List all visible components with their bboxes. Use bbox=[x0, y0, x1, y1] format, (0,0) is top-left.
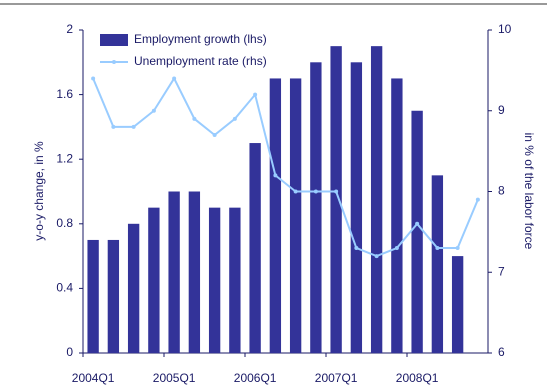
bar bbox=[289, 78, 302, 353]
line-point bbox=[151, 108, 156, 113]
bar bbox=[431, 175, 444, 353]
y2-tick-label: 8 bbox=[498, 184, 505, 198]
line-point bbox=[435, 246, 440, 251]
line-point bbox=[172, 76, 177, 81]
bar bbox=[330, 46, 342, 354]
bar bbox=[411, 110, 423, 353]
line-point bbox=[212, 132, 217, 137]
bar bbox=[208, 207, 221, 353]
line-point bbox=[374, 254, 379, 259]
y2-tick-label: 6 bbox=[498, 345, 505, 359]
legend-swatch bbox=[100, 34, 128, 46]
line-point bbox=[253, 92, 258, 97]
bar bbox=[370, 46, 383, 354]
line-point bbox=[111, 124, 116, 129]
bar bbox=[350, 62, 363, 354]
bar bbox=[229, 207, 241, 353]
line-point bbox=[394, 246, 399, 251]
bar bbox=[391, 78, 403, 353]
bar bbox=[127, 223, 140, 353]
line-point bbox=[415, 221, 420, 226]
line-point bbox=[91, 76, 96, 81]
x-tick-label: 2004Q1 bbox=[72, 371, 115, 385]
line-point bbox=[232, 116, 237, 121]
y-tick-label: 2 bbox=[66, 22, 73, 36]
y-tick-label: 0.4 bbox=[56, 281, 73, 295]
y-tick-label: 0 bbox=[66, 345, 73, 359]
bar bbox=[188, 191, 201, 353]
line-point bbox=[192, 116, 197, 121]
bar bbox=[87, 239, 99, 353]
line-point bbox=[313, 189, 318, 194]
y-axis-label: y-o-y change, in % bbox=[32, 141, 46, 241]
x-tick-label: 2006Q1 bbox=[234, 371, 277, 385]
y-tick-label: 1.2 bbox=[56, 151, 73, 165]
legend-swatch bbox=[112, 60, 116, 64]
bar bbox=[310, 62, 322, 354]
line-point bbox=[334, 189, 339, 194]
line-point bbox=[293, 189, 298, 194]
y2-tick-label: 9 bbox=[498, 103, 505, 117]
x-tick-label: 2008Q1 bbox=[396, 371, 439, 385]
y2-tick-label: 10 bbox=[498, 22, 512, 36]
bar bbox=[451, 256, 464, 353]
bar bbox=[148, 207, 160, 353]
x-tick-label: 2005Q1 bbox=[153, 371, 196, 385]
y-tick-label: 1.6 bbox=[56, 87, 73, 101]
legend-label: Employment growth (lhs) bbox=[134, 32, 267, 46]
bar bbox=[107, 239, 120, 353]
y2-axis-label: in % of the labor force bbox=[522, 133, 536, 250]
line-point bbox=[455, 246, 460, 251]
x-tick-label: 2007Q1 bbox=[315, 371, 358, 385]
legend-label: Unemployment rate (rhs) bbox=[134, 54, 267, 68]
line-point bbox=[475, 197, 480, 202]
y-tick-label: 0.8 bbox=[56, 216, 73, 230]
bar bbox=[269, 78, 282, 353]
line-point bbox=[131, 124, 136, 129]
bar bbox=[249, 143, 261, 353]
line-point bbox=[354, 246, 359, 251]
bar bbox=[168, 191, 180, 353]
y2-tick-label: 7 bbox=[498, 264, 505, 278]
line-point bbox=[273, 173, 278, 178]
line bbox=[92, 76, 479, 258]
